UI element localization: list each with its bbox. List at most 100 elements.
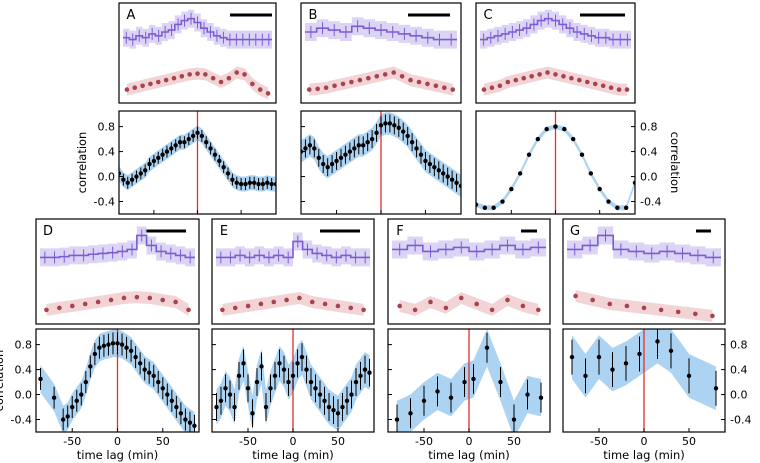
correlation-point <box>335 411 341 416</box>
bottom-series-point <box>399 74 405 79</box>
correlation-point <box>392 123 397 128</box>
correlation-point <box>269 181 274 187</box>
bottom-series-point <box>658 307 664 313</box>
correlation-point <box>313 386 318 391</box>
correlation-point <box>484 345 490 350</box>
bottom-series-point <box>608 85 614 90</box>
y-tick-label: 0.8 <box>98 121 116 134</box>
bottom-series-point <box>561 74 566 79</box>
top-series-line <box>392 244 546 253</box>
bottom-series-point <box>505 297 510 303</box>
bottom-series-point <box>553 72 558 77</box>
correlation-point <box>436 168 441 173</box>
y-tick-label: 0.0 <box>640 171 658 184</box>
bottom-series-point <box>234 70 240 75</box>
correlation-band <box>40 329 195 432</box>
correlation-point <box>358 373 363 379</box>
correlation-point <box>448 395 454 400</box>
panel-c: C 0.8 0.4 0.0 -0.4 correlation <box>475 2 682 215</box>
correlation-point <box>115 341 120 346</box>
bottom-series-point <box>545 70 550 75</box>
correlation-point <box>156 379 161 385</box>
correlation-point <box>60 417 66 422</box>
trace-panel-f: F <box>387 218 551 325</box>
correlation-point <box>349 392 354 397</box>
correlation-point <box>316 155 321 161</box>
bottom-series-point <box>450 87 456 92</box>
bottom-series-point <box>226 75 232 81</box>
correlation-point <box>511 417 517 422</box>
bottom-series-point <box>641 305 647 311</box>
y-tick-label: 0.8 <box>640 121 658 134</box>
y-tick-label: 0.4 <box>730 364 748 377</box>
bottom-series-point <box>179 74 185 79</box>
correlation-point <box>195 130 200 136</box>
y-axis-label: correlation <box>0 350 6 412</box>
panel-label: A <box>127 8 136 23</box>
correlation-point <box>156 155 161 161</box>
correlation-point <box>119 342 125 347</box>
bottom-series-point <box>397 303 403 309</box>
correlation-point <box>405 133 410 139</box>
trace-frame <box>300 2 462 104</box>
correlation-point <box>322 398 327 403</box>
correlation-point <box>525 392 530 397</box>
correlation-point <box>110 341 116 346</box>
bottom-series-point <box>322 301 328 307</box>
correlation-point <box>535 136 541 142</box>
correlation-plot-area <box>569 329 719 432</box>
correlation-point <box>343 152 348 157</box>
bottom-series-point <box>148 81 153 87</box>
x-tick-label: -50 <box>239 435 257 448</box>
correlation-point <box>106 342 111 347</box>
correlation-point <box>299 354 305 360</box>
correlation-point <box>160 386 165 391</box>
trace-frame <box>562 218 726 325</box>
correlation-point <box>129 177 135 182</box>
bottom-series-point <box>203 72 208 77</box>
correlation-point <box>128 348 134 354</box>
correlation-point <box>183 417 188 422</box>
x-tick-label: 50 <box>507 435 521 448</box>
bottom-series-point <box>433 83 439 89</box>
correlation-point <box>160 152 165 157</box>
bottom-series-band <box>126 66 269 100</box>
y-tick-label: 0.8 <box>15 339 33 352</box>
correlation-point <box>243 181 248 187</box>
bottom-series-point <box>442 85 447 90</box>
correlation-point <box>225 171 231 176</box>
correlation-point <box>606 199 611 204</box>
y-tick-label: -0.4 <box>640 196 661 209</box>
correlation-point <box>509 186 514 192</box>
y-tick-label: 0.0 <box>730 389 748 402</box>
bottom-series-point <box>309 299 315 305</box>
correlation-point <box>212 152 218 157</box>
correlation-point <box>686 373 692 379</box>
correlation-point <box>70 404 75 410</box>
bottom-series-point <box>537 72 542 77</box>
correlation-point <box>579 152 585 157</box>
bottom-series-point <box>616 87 622 92</box>
bottom-series-point <box>416 79 422 85</box>
correlation-point <box>361 143 366 148</box>
bottom-series-point <box>134 294 140 300</box>
bottom-series-point <box>497 83 503 89</box>
y-tick-label: 0.0 <box>15 389 33 402</box>
bottom-series-point <box>592 81 598 87</box>
correlation-point <box>92 351 98 357</box>
bottom-series-point <box>265 91 271 96</box>
correlation-point <box>623 361 629 366</box>
correlation-point <box>387 121 393 126</box>
correlation-point <box>121 177 126 182</box>
bottom-series-point <box>489 85 495 90</box>
y-axis-label: correlation <box>668 132 682 194</box>
x-tick-label: 0 <box>466 435 473 448</box>
bottom-series-point <box>82 301 88 307</box>
bottom-series-point <box>284 297 289 303</box>
correlation-point <box>482 205 488 210</box>
correlation-point <box>338 155 344 161</box>
bottom-series-point <box>408 77 413 83</box>
correlation-point <box>295 361 300 366</box>
y-tick-label: 0.4 <box>98 146 116 159</box>
